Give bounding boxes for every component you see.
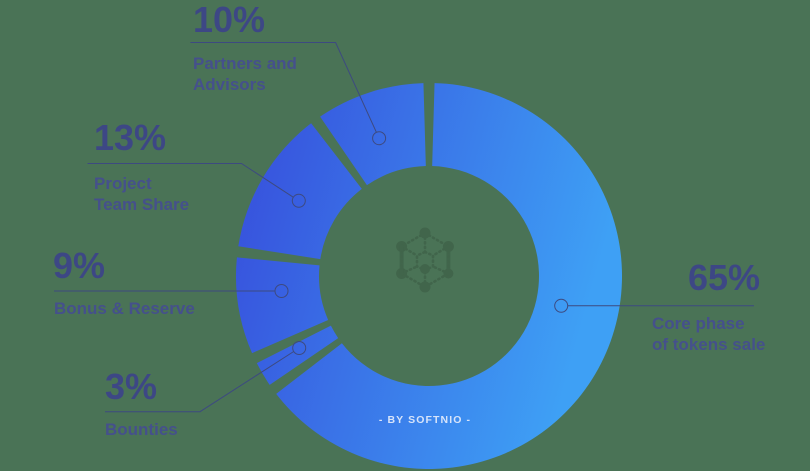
svg-text:- BY SOFTNIO -: - BY SOFTNIO - [379,414,471,426]
